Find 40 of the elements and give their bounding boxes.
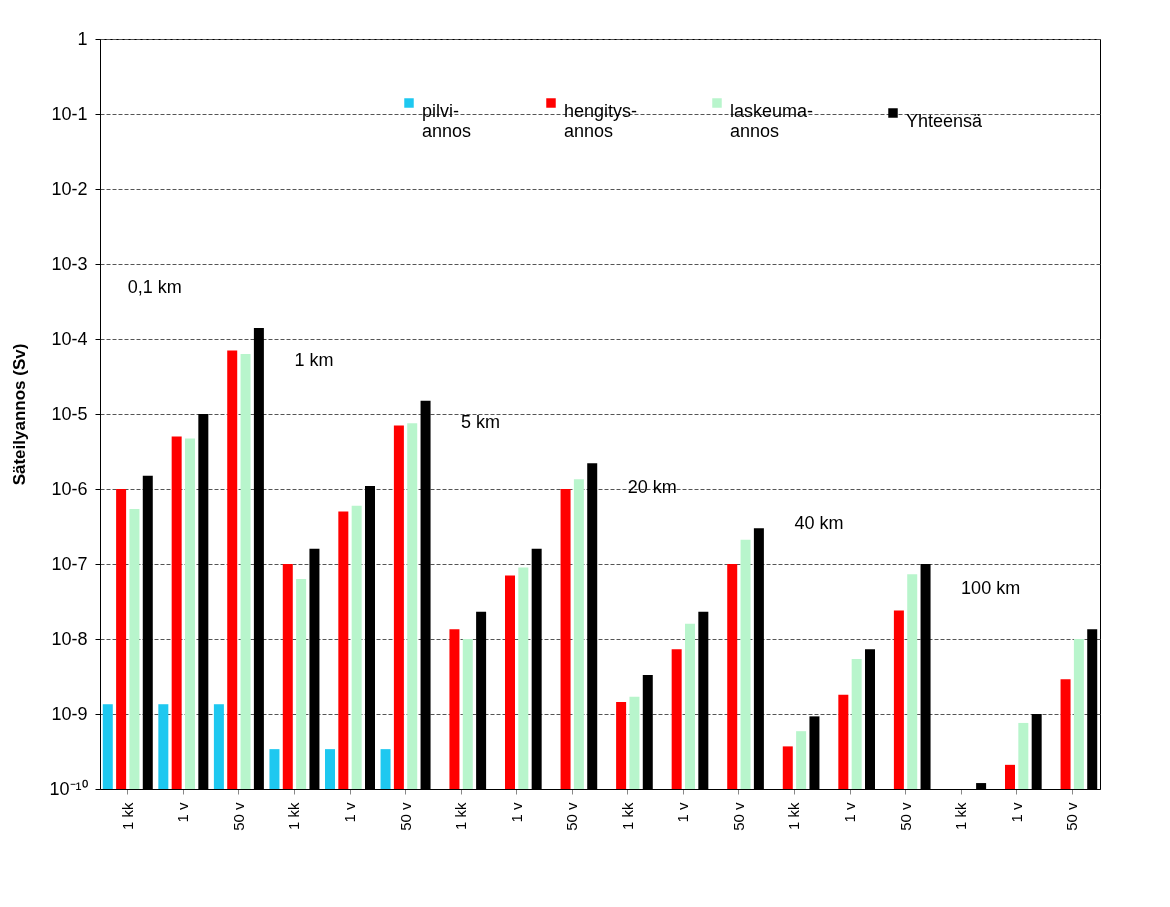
- x-tick-label: 1 v: [507, 802, 525, 823]
- x-tick-label: 50 v: [1063, 802, 1081, 831]
- annotation: 1 km: [294, 349, 334, 370]
- y-tick-label: 10⁻¹⁰: [49, 778, 88, 799]
- y-tick-label: 10-4: [51, 328, 88, 349]
- legend-label: pilvi-annos: [422, 101, 472, 141]
- y-axis-title: Säteilyannos (Sv): [10, 343, 30, 486]
- y-tick-label: 10-8: [51, 628, 88, 649]
- x-tick-label: 1 v: [174, 802, 192, 823]
- y-tick-label: 10-5: [51, 403, 88, 424]
- x-tick-label: 1 kk: [118, 802, 136, 831]
- annotation: 100 km: [961, 578, 1021, 599]
- y-tick-label: 10-2: [51, 178, 88, 199]
- y-tick-label: 10-9: [51, 703, 88, 724]
- x-tick-label: 50 v: [896, 802, 914, 831]
- x-tick-label: 50 v: [729, 802, 747, 831]
- x-tick-label: 1 v: [841, 802, 858, 823]
- annotation: 5 km: [461, 412, 501, 433]
- annotation: 0,1 km: [127, 276, 182, 297]
- y-tick-label: 1: [77, 28, 88, 49]
- x-tick-label: 1 kk: [285, 802, 303, 831]
- legend-label: Yhteensä: [906, 111, 984, 131]
- y-tick-label: 10-7: [51, 553, 88, 574]
- x-tick-label: 1 v: [341, 802, 358, 823]
- x-tick-label: 50 v: [396, 802, 414, 831]
- annotation: 20 km: [627, 477, 677, 498]
- x-tick-label: 1 kk: [452, 802, 470, 831]
- x-tick-label: 1 kk: [952, 802, 970, 831]
- x-tick-label: 1 v: [674, 802, 692, 823]
- x-tick-label: 1 v: [1007, 802, 1025, 823]
- y-tick-label: 10-3: [51, 253, 88, 274]
- y-tick-label: 10-1: [51, 103, 88, 124]
- y-tick-label: 10-6: [51, 478, 88, 499]
- x-tick-label: 1 kk: [785, 802, 803, 831]
- annotation: 40 km: [794, 512, 844, 533]
- x-tick-label: 50 v: [229, 802, 247, 831]
- x-tick-label: 50 v: [563, 802, 581, 831]
- legend-label: laskeuma-annos: [730, 101, 814, 141]
- legend-label: hengitys-annos: [564, 101, 638, 141]
- x-tick-label: 1 kk: [618, 802, 636, 831]
